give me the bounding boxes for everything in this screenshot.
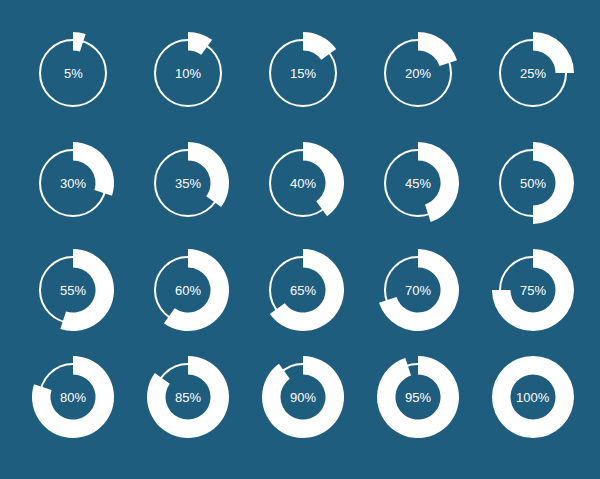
svg-text:5%: 5% <box>64 66 83 81</box>
svg-text:10%: 10% <box>175 66 201 81</box>
svg-text:45%: 45% <box>405 176 431 191</box>
svg-text:75%: 75% <box>520 283 546 298</box>
svg-text:55%: 55% <box>60 283 86 298</box>
svg-text:90%: 90% <box>290 390 316 405</box>
svg-text:30%: 30% <box>60 176 86 191</box>
svg-text:85%: 85% <box>175 390 201 405</box>
svg-text:25%: 25% <box>520 66 546 81</box>
svg-text:50%: 50% <box>520 176 546 191</box>
svg-text:80%: 80% <box>60 390 86 405</box>
svg-text:20%: 20% <box>405 66 431 81</box>
svg-text:95%: 95% <box>405 390 431 405</box>
svg-text:100%: 100% <box>516 390 550 405</box>
svg-text:70%: 70% <box>405 283 431 298</box>
svg-text:35%: 35% <box>175 176 201 191</box>
svg-text:15%: 15% <box>290 66 316 81</box>
svg-text:65%: 65% <box>290 283 316 298</box>
svg-text:40%: 40% <box>290 176 316 191</box>
svg-text:60%: 60% <box>175 283 201 298</box>
